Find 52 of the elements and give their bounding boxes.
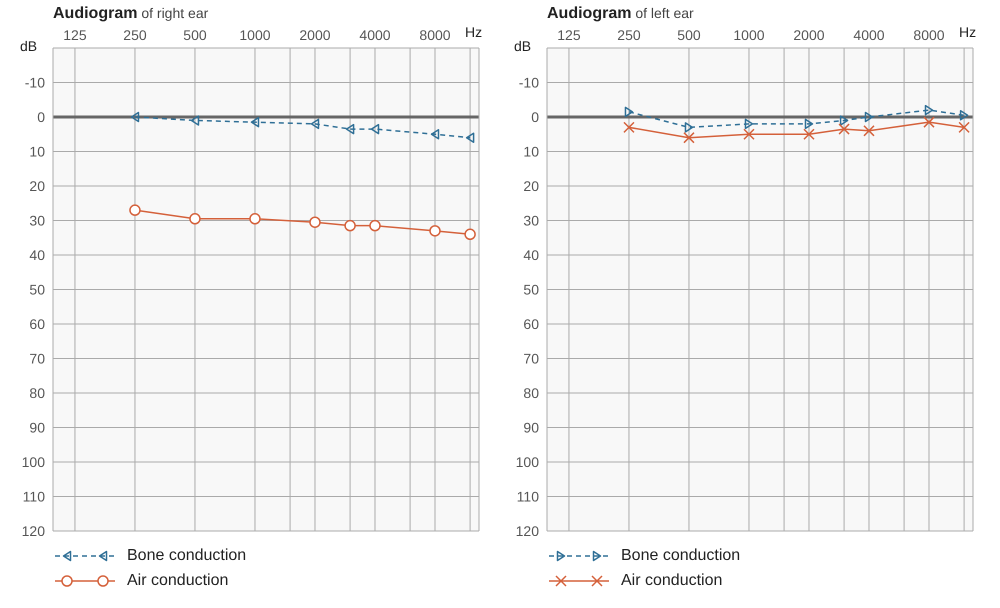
y-tick-label: 50 xyxy=(523,281,540,298)
y-tick-label: 110 xyxy=(516,488,540,504)
x-tick-label: 1000 xyxy=(733,27,765,43)
x-axis-title: Hz xyxy=(465,24,484,40)
y-tick-label: 20 xyxy=(29,178,46,194)
x-tick-label: 250 xyxy=(617,27,641,43)
x-tick-label: 500 xyxy=(677,27,701,43)
x-tick-label: 2000 xyxy=(299,27,331,43)
y-tick-label: 0 xyxy=(37,108,46,125)
y-tick-label: -10 xyxy=(24,74,46,90)
legend-label: Bone conduction xyxy=(621,546,740,564)
x-axis-title: Hz xyxy=(959,24,978,40)
y-tick-label: 100 xyxy=(22,454,46,470)
y-axis-title: dB xyxy=(514,38,532,54)
legend-label: Air conduction xyxy=(621,572,722,590)
x-tick-label: 1000 xyxy=(239,27,271,43)
x-tick-label: 500 xyxy=(183,27,207,43)
y-tick-label: 40 xyxy=(523,246,540,263)
chart-title: Audiogram of left ear xyxy=(547,5,694,22)
y-tick-label: 10 xyxy=(523,143,540,160)
x-tick-label: 8000 xyxy=(419,27,451,43)
x-tick-label: 250 xyxy=(123,27,147,43)
legend-label: Air conduction xyxy=(127,572,228,590)
y-tick-label: 120 xyxy=(22,522,46,539)
y-tick-label: 20 xyxy=(523,178,540,194)
legend-label: Bone conduction xyxy=(127,546,246,564)
y-tick-label: 50 xyxy=(29,281,46,298)
y-axis-title: dB xyxy=(20,38,38,54)
y-tick-label: 30 xyxy=(523,212,540,228)
x-tick-label: 2000 xyxy=(793,27,825,43)
y-tick-label: 120 xyxy=(516,522,540,539)
x-tick-label: 4000 xyxy=(853,27,885,43)
y-tick-label: 90 xyxy=(29,419,46,436)
y-tick-label: 30 xyxy=(29,212,46,228)
y-tick-label: 110 xyxy=(22,488,46,504)
y-tick-label: 40 xyxy=(29,246,46,263)
y-tick-label: 80 xyxy=(523,384,540,401)
y-tick-label: 100 xyxy=(516,454,540,470)
y-tick-label: 0 xyxy=(531,108,540,125)
y-tick-label: 80 xyxy=(29,384,46,401)
y-tick-label: 70 xyxy=(523,350,540,366)
x-tick-label: 8000 xyxy=(913,27,945,43)
x-tick-label: 125 xyxy=(557,27,581,43)
x-tick-label: 4000 xyxy=(359,27,391,43)
y-tick-label: 60 xyxy=(29,316,46,332)
y-tick-label: 60 xyxy=(523,316,540,332)
y-tick-label: 90 xyxy=(523,419,540,436)
y-tick-label: -10 xyxy=(518,74,540,90)
y-tick-label: 10 xyxy=(29,143,46,160)
chart-title: Audiogram of right ear xyxy=(53,5,208,22)
y-tick-label: 70 xyxy=(29,350,46,366)
x-tick-label: 125 xyxy=(63,27,87,43)
